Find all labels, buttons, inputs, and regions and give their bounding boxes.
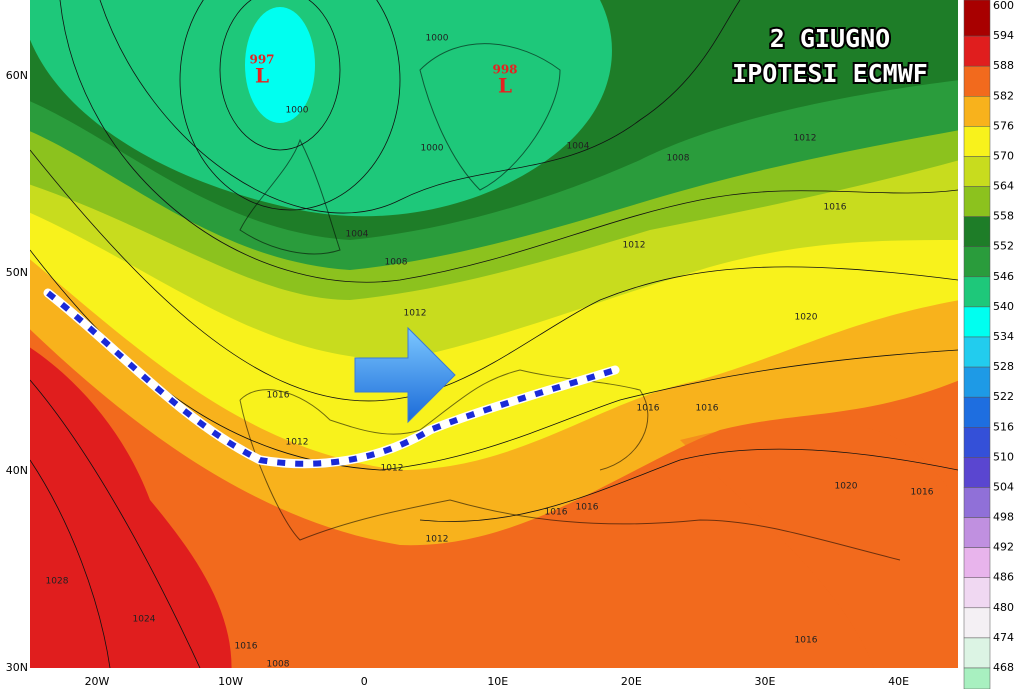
lat-label: 30N xyxy=(6,661,28,674)
lat-label: 40N xyxy=(6,464,28,477)
field: 1000 1000 1000 1004 1008 1012 1016 1004 1008 1012… xyxy=(30,0,958,670)
colorbar-label: 582 xyxy=(993,89,1014,102)
colorbar-swatch xyxy=(963,306,991,338)
colorbar-label: 498 xyxy=(993,511,1014,524)
colorbar-label: 576 xyxy=(993,119,1014,132)
lon-label: 0 xyxy=(361,675,368,688)
isobar-label: 1020 xyxy=(835,482,858,492)
isobar-label: 1016 xyxy=(911,488,934,498)
colorbar-swatch xyxy=(963,246,991,278)
isobar-label: 1004 xyxy=(567,142,590,152)
lon-label: 40E xyxy=(888,675,909,688)
isobar-label: 1028 xyxy=(46,577,69,587)
colorbar-label: 552 xyxy=(993,240,1014,253)
lon-label: 30E xyxy=(755,675,776,688)
isobar-label: 1008 xyxy=(385,258,408,268)
isobar-label: 1012 xyxy=(623,241,646,251)
lon-label: 20W xyxy=(85,675,110,688)
colorbar-label: 504 xyxy=(993,480,1014,493)
lon-label: 20E xyxy=(621,675,642,688)
low-pressure: 997 xyxy=(249,53,274,67)
colorbar-label: 492 xyxy=(993,541,1014,554)
colorbar-swatch xyxy=(963,457,991,488)
colorbar-swatch xyxy=(963,607,991,639)
isobar-label: 1016 xyxy=(267,391,290,401)
colorbar-label: 468 xyxy=(993,661,1014,674)
colorbar-label: 594 xyxy=(993,29,1014,42)
lon-label: 10W xyxy=(218,675,243,688)
low-symbol: L xyxy=(255,64,269,88)
colorbar-label: 522 xyxy=(993,390,1014,403)
colorbar-swatch xyxy=(963,547,991,578)
colorbar-swatch xyxy=(963,126,991,157)
isobar-label: 1012 xyxy=(426,535,449,545)
colorbar-label: 558 xyxy=(993,210,1014,223)
colorbar-swatch xyxy=(963,637,991,669)
colorbar-label: 528 xyxy=(993,360,1014,373)
isobar-label: 1016 xyxy=(576,503,599,513)
colorbar-label: 600 xyxy=(993,0,1014,12)
colorbar-swatch xyxy=(963,517,991,548)
colorbar-swatch xyxy=(963,35,991,67)
colorbar-swatch xyxy=(963,577,991,609)
colorbar-swatch xyxy=(963,336,991,368)
colorbar-swatch xyxy=(963,96,991,127)
colorbar-swatch xyxy=(963,487,991,518)
isobar-label: 1000 xyxy=(286,106,309,116)
isobar-label: 1008 xyxy=(667,154,690,164)
low-symbol: L xyxy=(498,74,512,98)
colorbar-label: 588 xyxy=(993,59,1014,72)
isobar-label: 1008 xyxy=(267,660,290,670)
colorbar-label: 486 xyxy=(993,571,1014,584)
colorbar-label: 480 xyxy=(993,601,1014,614)
colorbar-label: 510 xyxy=(993,450,1014,463)
colorbar-label: 564 xyxy=(993,180,1014,193)
isobar-label: 1020 xyxy=(795,313,818,323)
isobar-label: 1004 xyxy=(346,230,369,240)
isobar-label: 1000 xyxy=(421,144,444,154)
colorbar-swatch xyxy=(963,667,991,689)
colorbar-swatch xyxy=(963,276,991,308)
isobar-label: 1016 xyxy=(824,203,847,213)
low-pressure: 998 xyxy=(492,63,517,77)
colorbar-swatch xyxy=(963,65,991,97)
colorbar-swatch xyxy=(963,427,991,458)
title-line: IPOTESI ECMWF xyxy=(732,59,928,88)
colorbar-label: 570 xyxy=(993,149,1014,162)
isobar-label: 1012 xyxy=(404,309,427,319)
colorbar-label: 546 xyxy=(993,270,1014,283)
isobar-label: 1016 xyxy=(795,636,818,646)
isobar-label: 1012 xyxy=(286,438,309,448)
isobar-label: 1016 xyxy=(696,404,719,414)
isobar-label: 1012 xyxy=(794,134,817,144)
colorbar-swatch xyxy=(963,366,991,398)
isobar-label: 1016 xyxy=(637,404,660,414)
colorbar-swatch xyxy=(963,156,991,187)
colorbar-swatch xyxy=(963,186,991,217)
colorbar-swatch xyxy=(963,396,991,428)
isobar-label: 1000 xyxy=(426,34,449,44)
isobar-label: 1016 xyxy=(235,642,258,652)
lat-label: 50N xyxy=(6,266,28,279)
colorbar-swatch xyxy=(963,216,991,247)
colorbar-swatch xyxy=(963,0,991,37)
colorbar-label: 534 xyxy=(993,330,1014,343)
colorbar-label: 474 xyxy=(993,631,1014,644)
lon-label: 10E xyxy=(487,675,508,688)
isobar-label: 1012 xyxy=(381,464,404,474)
isobar-label: 1024 xyxy=(133,615,156,625)
isobar-label: 1016 xyxy=(545,508,568,518)
colorbar-label: 516 xyxy=(993,420,1014,433)
lat-label: 60N xyxy=(6,69,28,82)
colorbar-label: 540 xyxy=(993,300,1014,313)
title-line: 2 GIUGNO xyxy=(770,24,890,53)
